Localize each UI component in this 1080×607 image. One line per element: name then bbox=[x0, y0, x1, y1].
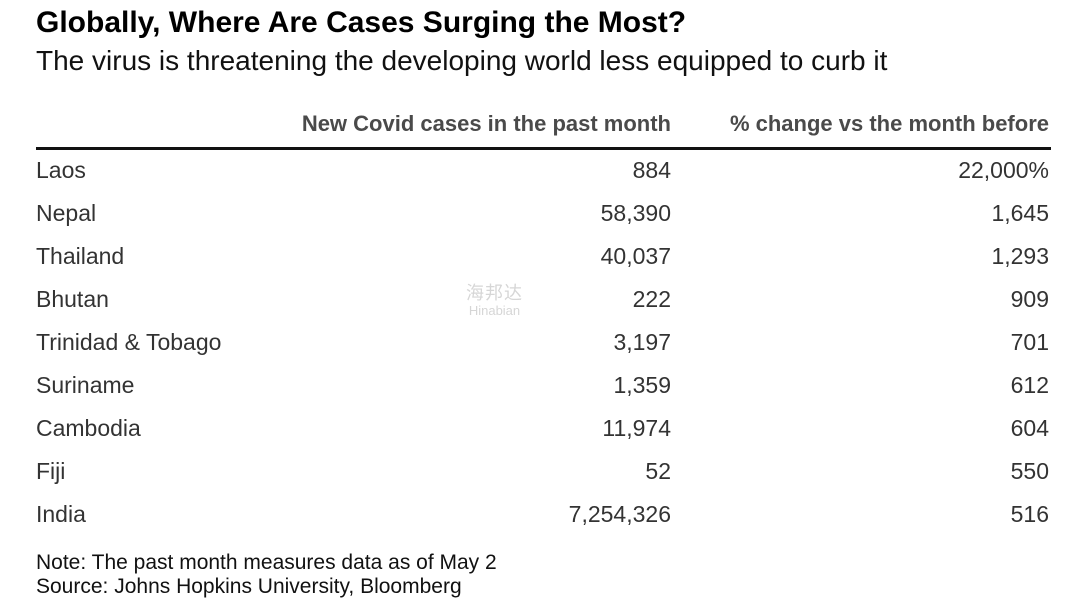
table-body: Laos 884 22,000% Nepal 58,390 1,645 Thailand 40… bbox=[36, 150, 1051, 537]
table-row: Nepal 58,390 1,645 bbox=[36, 193, 1051, 236]
cell-pct-change: 22,000% bbox=[958, 157, 1049, 183]
header-rule bbox=[36, 147, 1051, 150]
cell-new-cases: 222 bbox=[632, 286, 671, 312]
cell-country: Fiji bbox=[36, 458, 66, 484]
column-header-new-cases: New Covid cases in the past month bbox=[301, 111, 671, 136]
watermark-cn: 海邦达 bbox=[466, 283, 523, 303]
table-row: Thailand 40,037 1,293 bbox=[36, 236, 1051, 279]
cell-country: Trinidad & Tobago bbox=[36, 329, 222, 355]
cell-pct-change: 1,293 bbox=[991, 243, 1049, 269]
cell-new-cases: 40,037 bbox=[600, 243, 671, 269]
cell-pct-change: 612 bbox=[1010, 372, 1049, 398]
cell-pct-change: 604 bbox=[1010, 415, 1049, 441]
column-header-pct-change: % change vs the month before bbox=[729, 111, 1049, 136]
table-row: Laos 884 22,000% bbox=[36, 150, 1051, 193]
table-row: Cambodia 11,974 604 bbox=[36, 408, 1051, 451]
cell-pct-change: 516 bbox=[1010, 501, 1049, 527]
chart-title: Globally, Where Are Cases Surging the Mo… bbox=[36, 6, 687, 39]
cell-new-cases: 58,390 bbox=[600, 200, 671, 226]
table-row: Trinidad & Tobago 3,197 701 bbox=[36, 322, 1051, 365]
table-row: Suriname 1,359 612 bbox=[36, 365, 1051, 408]
cell-country: Cambodia bbox=[36, 415, 141, 441]
cell-new-cases: 1,359 bbox=[613, 372, 671, 398]
cell-new-cases: 884 bbox=[632, 157, 671, 183]
cell-country: Thailand bbox=[36, 243, 125, 269]
cell-pct-change: 701 bbox=[1010, 329, 1049, 355]
cell-new-cases: 3,197 bbox=[613, 329, 671, 355]
chart-note: Note: The past month measures data as of… bbox=[36, 551, 497, 574]
table-row: India 7,254,326 516 bbox=[36, 494, 1051, 537]
cell-country: Bhutan bbox=[36, 286, 109, 312]
cell-pct-change: 909 bbox=[1010, 286, 1049, 312]
cell-new-cases: 52 bbox=[645, 458, 671, 484]
cell-country: Suriname bbox=[36, 372, 135, 398]
cell-country: Laos bbox=[36, 157, 86, 183]
table-row: Fiji 52 550 bbox=[36, 451, 1051, 494]
cell-new-cases: 7,254,326 bbox=[568, 501, 671, 527]
table-row: Bhutan 222 909 bbox=[36, 279, 1051, 322]
watermark-en: Hinabian bbox=[468, 302, 521, 318]
cell-pct-change: 550 bbox=[1010, 458, 1049, 484]
watermark-logo: 海邦达 Hinabian bbox=[466, 283, 523, 318]
chart-source: Source: Johns Hopkins University, Bloomb… bbox=[36, 575, 462, 598]
cell-new-cases: 11,974 bbox=[602, 415, 671, 441]
chart-subtitle: The virus is threatening the developing … bbox=[36, 45, 888, 76]
cell-pct-change: 1,645 bbox=[991, 200, 1049, 226]
cell-country: India bbox=[36, 501, 86, 527]
cell-country: Nepal bbox=[36, 200, 97, 226]
